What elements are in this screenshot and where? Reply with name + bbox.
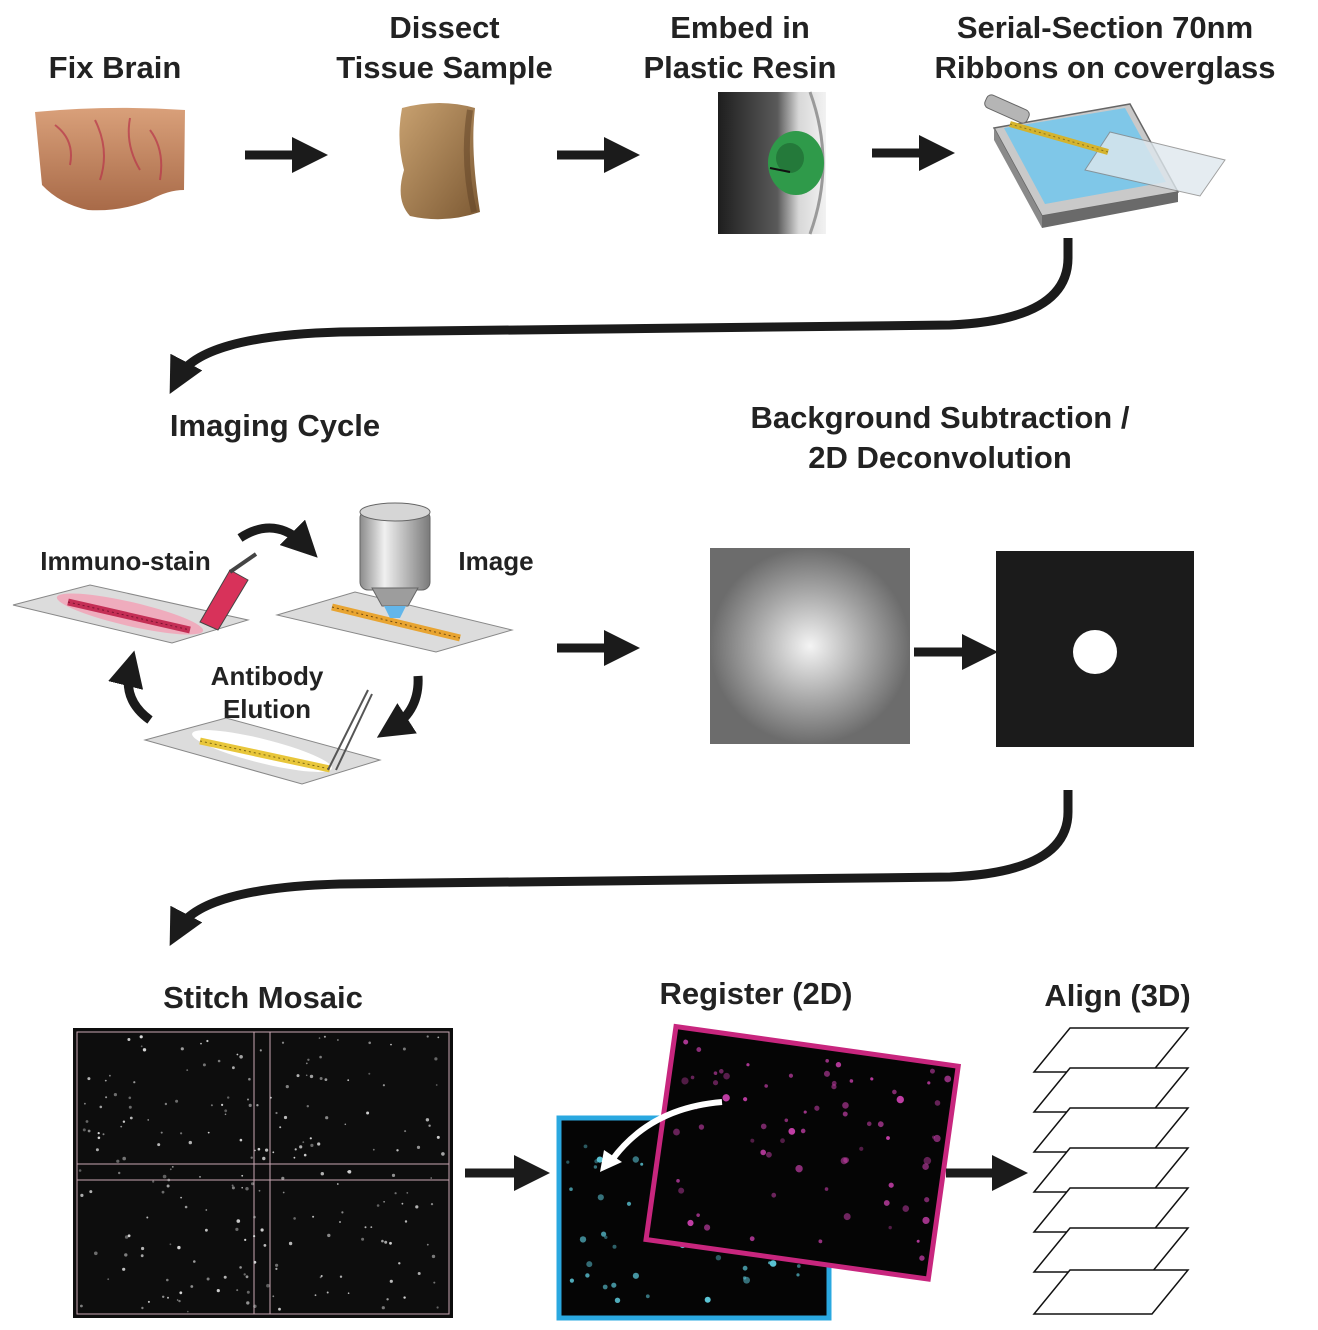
label-imaging-cycle: Imaging Cycle — [169, 408, 381, 443]
cycle-arrow-icon — [237, 519, 318, 558]
stitch-mosaic-image — [73, 1028, 453, 1318]
deconvolved-image — [996, 551, 1194, 747]
label-serial-2: Ribbons on coverglass — [934, 50, 1276, 85]
resin-block-image — [718, 91, 826, 235]
cycle-arrow-icon — [108, 650, 153, 724]
label-background-1: Background Subtraction / — [750, 400, 1130, 435]
blurred-image — [710, 548, 910, 744]
label-align-3d: Align (3D) — [1044, 978, 1191, 1013]
label-fix-brain: Fix Brain — [48, 50, 182, 85]
label-serial-1: Serial-Section 70nm — [956, 10, 1254, 45]
magenta-channel-image — [643, 1023, 962, 1282]
sectioning-boat-image — [984, 94, 1226, 228]
label-register-2d: Register (2D) — [659, 976, 853, 1011]
label-dissect-1: Dissect — [389, 10, 500, 45]
brain-image — [35, 107, 185, 211]
tissue-sample-image — [399, 103, 480, 220]
label-immuno-stain: Immuno-stain — [40, 546, 211, 576]
immunostain-slide — [12, 552, 258, 644]
aligned-stack-image — [1032, 1027, 1190, 1315]
label-stitch-mosaic: Stitch Mosaic — [163, 980, 363, 1015]
label-dissect-2: Tissue Sample — [336, 50, 553, 85]
label-image: Image — [458, 546, 534, 576]
elution-slide — [143, 689, 382, 785]
label-background-2: 2D Deconvolution — [808, 440, 1072, 475]
label-antibody: Antibody — [210, 661, 324, 691]
label-elution: Elution — [222, 694, 312, 724]
cycle-arrow-icon — [376, 675, 423, 738]
curved-arrow-icon — [169, 790, 1073, 946]
register-arrow-icon — [609, 1099, 723, 1162]
label-embed-1: Embed in — [670, 10, 810, 45]
label-embed-2: Plastic Resin — [643, 50, 837, 85]
curved-arrow-icon — [169, 238, 1073, 394]
imaging-slide — [275, 502, 514, 653]
